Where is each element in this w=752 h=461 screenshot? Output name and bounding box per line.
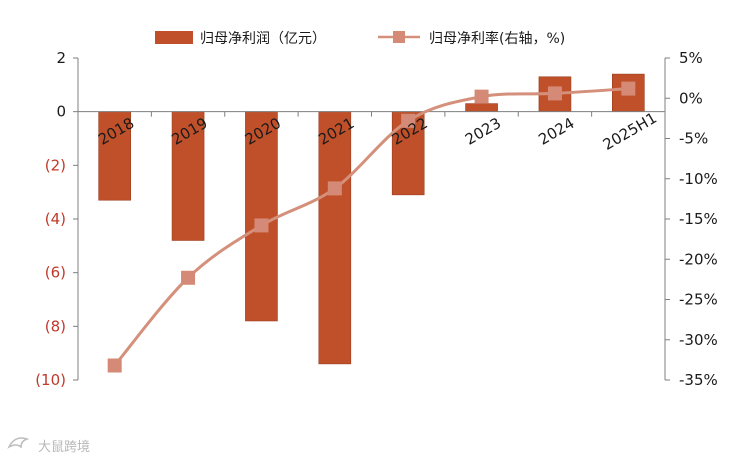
category-label-2023: 2023 [462, 114, 504, 149]
marker-2019 [181, 270, 196, 285]
right-tick-label: -20% [679, 250, 718, 268]
right-tick-label: 0% [679, 89, 703, 107]
marker-2024 [547, 86, 562, 101]
bar-2023 [465, 103, 498, 112]
right-axis-tick-labels: 5% 0% -5% -10% -15% -20% -25% -30% -35% [679, 49, 718, 389]
right-tick-label: -35% [679, 371, 718, 389]
left-tick-label: (8) [45, 317, 66, 335]
left-tick-label: (2) [45, 156, 66, 174]
category-label-2024: 2024 [535, 114, 577, 149]
legend-bar-label: 归母净利润（亿元） [200, 30, 326, 47]
bar-2021 [318, 111, 352, 365]
marker-2022 [401, 113, 416, 128]
right-tick-label: -5% [679, 130, 708, 148]
legend-line-label: 归母净利率(右轴，%) [429, 30, 565, 47]
bar-2018 [98, 111, 131, 201]
watermark: 大鼠跨境 [7, 437, 90, 455]
left-tick-label: 2 [56, 49, 66, 67]
right-tick-label: -25% [679, 291, 718, 309]
right-tick-label: -10% [679, 170, 718, 188]
marker-2020 [254, 218, 269, 233]
bar-series [98, 73, 645, 365]
line-series [107, 81, 636, 373]
right-tick-label: -30% [679, 331, 718, 349]
axes [73, 57, 670, 381]
legend-bar-swatch [155, 31, 193, 44]
marker-2023 [474, 89, 489, 104]
left-tick-label: (4) [45, 210, 66, 228]
right-tick-label: -15% [679, 210, 718, 228]
watermark-text: 大鼠跨境 [38, 440, 90, 455]
marker-2018 [107, 358, 122, 373]
legend: 归母净利润（亿元） 归母净利率(右轴，%) [155, 30, 565, 47]
category-label-2025H1: 2025H1 [600, 109, 660, 154]
left-tick-label: (10) [35, 371, 66, 389]
right-tick-label: 5% [679, 49, 703, 67]
left-axis-tick-labels: 2 0 (2) (4) (6) (8) (10) [35, 49, 66, 389]
legend-line-marker [393, 31, 405, 43]
dolphin-logo-icon [7, 437, 30, 449]
marker-2021 [327, 181, 342, 196]
marker-2025H1 [621, 81, 636, 96]
left-tick-label: 0 [56, 103, 66, 121]
left-tick-label: (6) [45, 264, 66, 282]
bar-2019 [171, 111, 205, 241]
